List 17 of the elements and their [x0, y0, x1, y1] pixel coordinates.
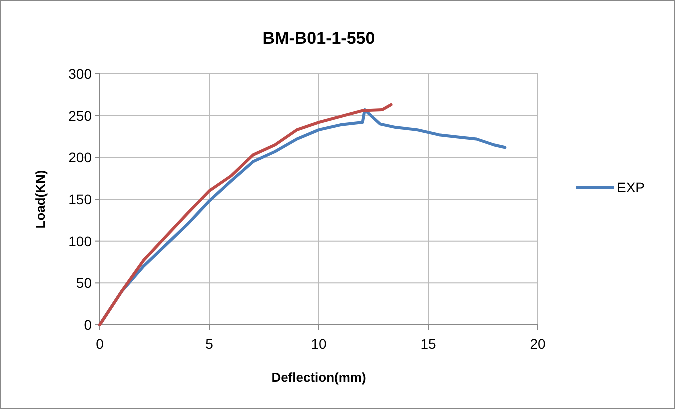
- x-tick-label: 5: [206, 336, 214, 352]
- y-tick-label: 50: [76, 275, 92, 292]
- y-axis-title: Load(KN): [33, 170, 48, 229]
- y-tick-label: 100: [68, 233, 92, 250]
- legend-label: EXP: [617, 180, 646, 196]
- y-tick-label: 150: [68, 192, 92, 208]
- chart-title: BM-B01-1-550: [262, 29, 376, 48]
- y-tick-label: 250: [68, 108, 92, 124]
- x-tick-label: 20: [530, 336, 546, 352]
- y-tick-label: 200: [68, 150, 92, 166]
- x-axis-title: Deflection(mm): [272, 370, 366, 385]
- x-tick-label: 0: [96, 336, 104, 352]
- y-tick-label: 300: [68, 66, 92, 82]
- x-tick-label: 15: [420, 336, 436, 352]
- x-tick-label: 10: [311, 336, 327, 352]
- line-series: [98, 103, 393, 326]
- y-tick-label: 0: [84, 317, 92, 333]
